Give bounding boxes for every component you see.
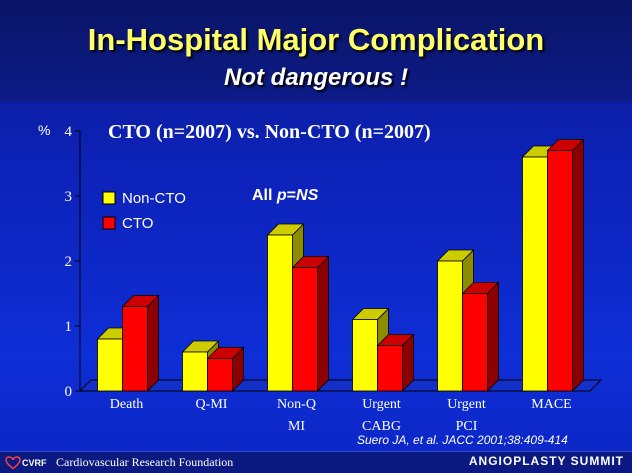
logo-text: CVRF: [22, 458, 47, 468]
x-tick-label: Q-MI: [196, 397, 228, 412]
y-tick-label: 3: [65, 189, 73, 205]
bar-side: [572, 138, 584, 392]
legend-label-cto: CTO: [122, 215, 153, 232]
x-tick-label: MACE: [531, 397, 571, 412]
bar-cto: [292, 267, 318, 392]
bar-side: [147, 294, 159, 392]
x-tick-label: CABG: [362, 419, 401, 434]
cvrf-logo: CVRF: [5, 456, 47, 470]
y-tick-label: 4: [65, 124, 73, 140]
significance-note: All p=NS: [252, 187, 319, 204]
bar-cto: [207, 358, 233, 392]
bar-non-cto: [267, 234, 293, 392]
legend-swatch-non-cto: [102, 191, 116, 205]
bar-cto: [377, 345, 403, 392]
slide-title: In-Hospital Major Complication: [87, 22, 545, 57]
legend-swatch-cto: [102, 216, 116, 230]
slide-subtitle: Not dangerous !: [224, 64, 408, 91]
bar-cto: [547, 150, 573, 392]
x-tick-label: Urgent: [447, 397, 486, 412]
footer-foundation-name: Cardiovascular Research Foundation: [56, 455, 234, 469]
y-axis-label: %: [38, 122, 50, 138]
x-tick-label: Non-Q: [277, 397, 316, 412]
y-tick-label: 1: [65, 319, 73, 335]
bar-non-cto: [437, 260, 463, 392]
footer-summit-name: ANGIOPLASTY SUMMIT: [468, 454, 624, 468]
legend-label-non-cto: Non-CTO: [122, 190, 186, 207]
bar-cto: [462, 293, 488, 392]
y-tick-label: 2: [65, 254, 73, 270]
chart-title: CTO (n=2007) vs. Non-CTO (n=2007): [108, 121, 431, 143]
y-tick-label: 0: [65, 384, 73, 400]
x-tick-label: MI: [288, 419, 305, 434]
citation: Suero JA, et al. JACC 2001;38:409-414: [357, 433, 568, 447]
bar-non-cto: [182, 351, 208, 392]
x-tick-label: Death: [110, 397, 143, 412]
bar-side: [487, 281, 499, 392]
footer-bar: [0, 451, 632, 473]
x-tick-label: Urgent: [362, 397, 401, 412]
bar-non-cto: [97, 338, 123, 392]
bar-cto: [122, 306, 148, 392]
x-tick-label: PCI: [456, 419, 478, 434]
bar-side: [317, 255, 329, 392]
bar-non-cto: [522, 156, 548, 392]
title-band: [0, 0, 632, 102]
bar-chart: 0 1 2 3 4% CTO (n=2007) vs. Non-CTO (n=2007) A…: [38, 121, 603, 434]
bar-non-cto: [352, 319, 378, 392]
